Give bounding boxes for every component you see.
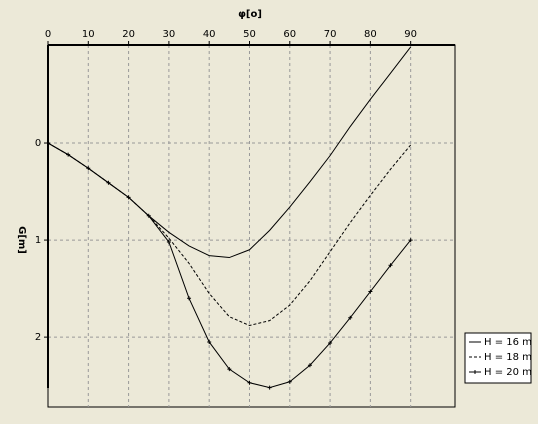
plot-area (47, 44, 456, 408)
x-tick-label: 90 (404, 29, 417, 40)
marker (106, 180, 111, 185)
marker (126, 195, 131, 200)
x-tick-label: 30 (163, 29, 176, 40)
marker (368, 289, 373, 294)
x-tick-label: 10 (82, 29, 95, 40)
marker (166, 240, 171, 245)
marker (66, 152, 71, 157)
legend-label: H = 18 m (484, 352, 532, 363)
legend-box (464, 332, 532, 384)
marker (207, 339, 212, 344)
marker (287, 379, 292, 384)
y-axis-label: G[m] (16, 226, 27, 254)
marker (307, 363, 312, 368)
marker (408, 238, 413, 243)
marker (86, 166, 91, 171)
marker (328, 340, 333, 345)
x-tick-label: 60 (283, 29, 296, 40)
x-axis-label: φ[o] (238, 9, 262, 20)
x-tick-label: 0 (45, 29, 51, 40)
x-tick-label: 20 (122, 29, 135, 40)
marker (187, 296, 192, 301)
x-tick-label: 70 (324, 29, 337, 40)
marker (227, 367, 232, 372)
y-tick-label: 1 (35, 235, 41, 246)
legend-marker (473, 370, 477, 374)
y-tick-label: 0 (35, 138, 41, 149)
legend-label: H = 20 m (484, 367, 532, 378)
x-tick-label: 50 (243, 29, 256, 40)
legend-label: H = 16 m (484, 337, 532, 348)
x-tick-label: 80 (364, 29, 377, 40)
marker (348, 315, 353, 320)
marker (388, 263, 393, 268)
marker (146, 213, 151, 218)
x-tick-label: 40 (203, 29, 216, 40)
y-tick-label: 2 (35, 332, 41, 343)
marker (46, 141, 50, 146)
marker (267, 385, 272, 390)
marker (247, 380, 252, 385)
